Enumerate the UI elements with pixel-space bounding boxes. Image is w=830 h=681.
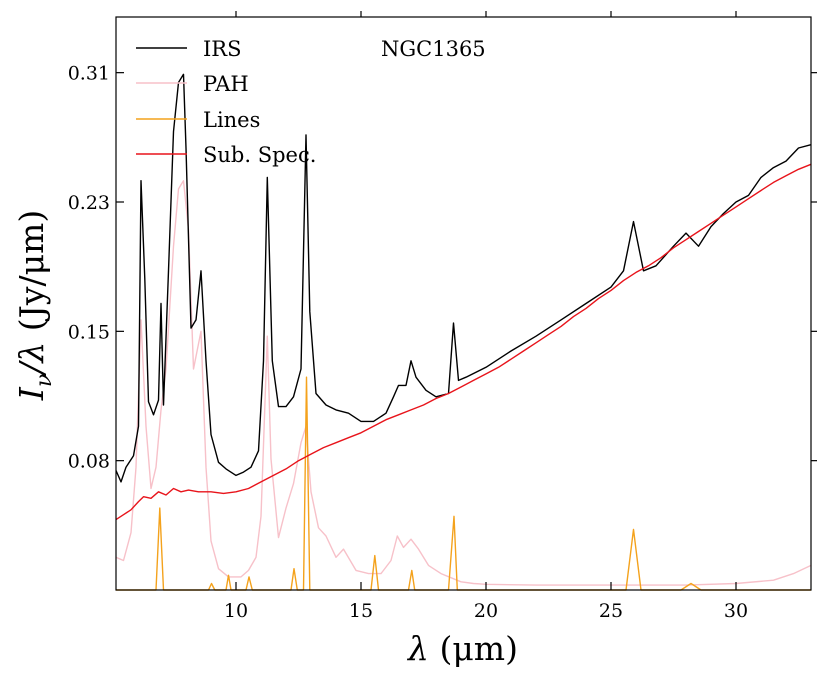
y-axis-label-unit: (Jy/μm) [12,210,51,342]
plot-frame [115,16,812,591]
legend-label-pah: PAH [203,72,249,96]
series-line-sub-spec [115,163,812,521]
legend-label-sub-spec: Sub. Spec. [203,143,316,167]
y-tick-label: 0.23 [68,192,110,214]
y-axis-label-lambda: /λ [12,342,51,377]
y-axis-label: Iν/λ (Jy/μm) [12,210,57,401]
x-tick-label: 10 [224,600,248,622]
tick-layer: 10 15 20 25 30 0.08 0.15 0.23 0.31 [68,11,817,622]
x-tick-label: 30 [724,600,748,622]
x-tick-label: 25 [599,600,623,622]
x-axis-label-symbol: λ [406,629,429,668]
y-tick-label: 0.31 [68,63,110,85]
y-axis-label-nu: ν [32,374,57,387]
chart-title: NGC1365 [381,37,486,61]
legend-label-irs: IRS [203,37,242,61]
x-axis-label-unit: (μm) [429,629,518,668]
x-tick-label: 15 [349,600,373,622]
x-axis-label: λ (μm) [406,629,518,668]
series-line-pah [115,180,812,586]
y-tick-label: 0.15 [68,321,110,343]
x-tick-label: 20 [474,600,498,622]
series-line-irs [115,73,812,483]
y-axis-label-i: I [12,386,51,401]
series-layer [115,73,812,591]
series-line-lines [116,376,811,591]
legend: IRS PAH Lines Sub. Spec. [136,37,316,167]
legend-label-lines: Lines [203,108,260,132]
y-tick-label: 0.08 [68,451,110,473]
